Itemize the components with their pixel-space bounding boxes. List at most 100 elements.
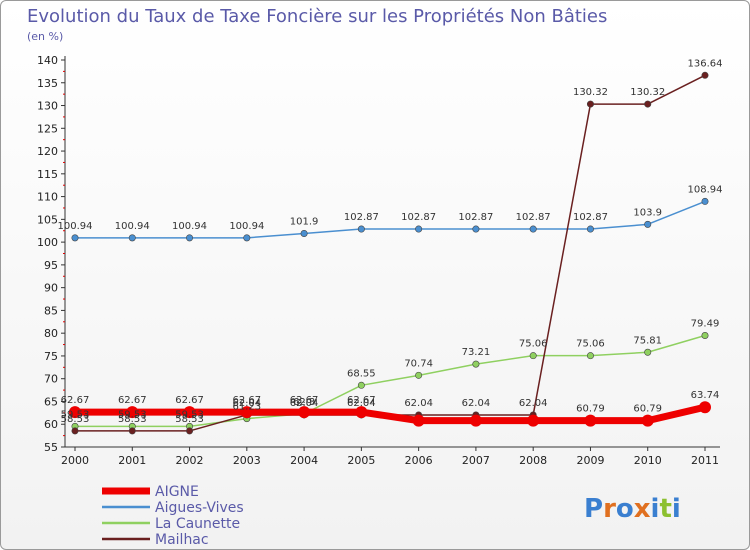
y-tick-label: 135 [37, 77, 58, 90]
data-label: 75.06 [576, 339, 605, 350]
data-point [529, 225, 537, 233]
legend-label: La Caunette [155, 516, 240, 532]
data-point [298, 406, 311, 419]
x-tick-label: 2006 [405, 454, 433, 467]
data-point [701, 197, 709, 205]
y-tick-label: 65 [44, 395, 58, 408]
x-tick-label: 2011 [691, 454, 719, 467]
y-tick-label: 110 [37, 191, 58, 204]
data-label: 75.06 [519, 339, 548, 350]
data-label: 101.9 [290, 216, 319, 227]
data-label: 79.49 [691, 318, 720, 329]
x-tick-label: 2000 [61, 454, 89, 467]
data-point [644, 220, 652, 228]
data-point [186, 427, 194, 435]
data-point [641, 414, 654, 427]
data-label: 62.04 [462, 398, 491, 409]
data-point [586, 352, 594, 360]
data-label: 62.67 [61, 395, 90, 406]
data-label: 58.53 [175, 414, 204, 425]
data-label: 61.23 [232, 402, 261, 413]
x-tick-label: 2001 [118, 454, 146, 467]
data-point [355, 406, 368, 419]
data-point [412, 414, 425, 427]
data-point [415, 371, 423, 379]
data-point [183, 406, 196, 419]
data-label: 75.81 [633, 335, 662, 346]
x-tick-label: 2010 [634, 454, 662, 467]
data-point [357, 225, 365, 233]
data-label: 58.53 [61, 414, 90, 425]
data-label: 68.55 [347, 368, 376, 379]
legend-label: Mailhac [155, 532, 209, 548]
data-label: 62.67 [290, 395, 319, 406]
data-label: 62.67 [175, 395, 204, 406]
data-point [300, 229, 308, 237]
x-tick-label: 2003 [233, 454, 261, 467]
data-label: 102.87 [458, 212, 493, 223]
data-label: 59.53 [61, 409, 90, 420]
data-label: 59.53 [118, 409, 147, 420]
y-tick-label: 80 [44, 327, 58, 340]
proxiti-logo: Proxiti [584, 494, 681, 524]
data-label: 59.53 [175, 409, 204, 420]
y-tick-label: 95 [44, 259, 58, 272]
x-tick-label: 2007 [462, 454, 490, 467]
data-point [529, 352, 537, 360]
data-point [586, 100, 594, 108]
data-label: 136.64 [688, 58, 723, 69]
series-line-la-caunette [74, 334, 706, 428]
data-label: 60.79 [633, 404, 662, 415]
data-label: 62.3 [293, 397, 315, 408]
data-point [701, 71, 709, 79]
data-label: 73.21 [462, 347, 491, 358]
data-label: 100.94 [115, 221, 150, 232]
data-label: 102.87 [573, 212, 608, 223]
data-label: 70.74 [404, 358, 433, 369]
data-label: 130.32 [573, 87, 608, 98]
y-tick-label: 105 [37, 213, 58, 226]
y-tick-label: 120 [37, 145, 58, 158]
x-tick-label: 2008 [519, 454, 547, 467]
legend-label: Aigues-Vives [155, 500, 244, 516]
data-point [472, 225, 480, 233]
data-label: 62.04 [347, 398, 376, 409]
series-line-aigne [71, 403, 709, 425]
data-point [586, 225, 594, 233]
y-tick-label: 55 [44, 441, 58, 454]
data-point [126, 406, 139, 419]
data-label: 103.9 [633, 207, 662, 218]
y-tick-label: 90 [44, 282, 58, 295]
data-label: 58.53 [118, 414, 147, 425]
data-label: 100.94 [172, 221, 207, 232]
data-label: 108.94 [688, 184, 723, 195]
chart-subtitle: (en %) [27, 30, 63, 43]
y-tick-label: 100 [37, 236, 58, 249]
data-label: 60.79 [576, 404, 605, 415]
data-point [186, 234, 194, 242]
y-tick-label: 130 [37, 100, 58, 113]
data-label: 62.67 [232, 395, 261, 406]
data-point [128, 234, 136, 242]
data-point [415, 225, 423, 233]
y-tick-label: 140 [37, 54, 58, 67]
x-tick-label: 2005 [347, 454, 375, 467]
data-label: 130.32 [630, 87, 665, 98]
data-label: 102.87 [516, 212, 551, 223]
data-point [71, 427, 79, 435]
y-tick-label: 60 [44, 418, 58, 431]
y-tick-label: 75 [44, 350, 58, 363]
y-tick-label: 115 [37, 168, 58, 181]
x-tick-label: 2009 [576, 454, 604, 467]
data-label: 62.04 [519, 398, 548, 409]
data-label: 62.04 [404, 398, 433, 409]
y-tick-label: 70 [44, 373, 58, 386]
data-point [128, 427, 136, 435]
data-label: 62.67 [118, 395, 147, 406]
data-point [243, 234, 251, 242]
data-label: 102.87 [401, 212, 436, 223]
data-point [69, 406, 81, 419]
series-line-aigues-vives [74, 200, 706, 239]
